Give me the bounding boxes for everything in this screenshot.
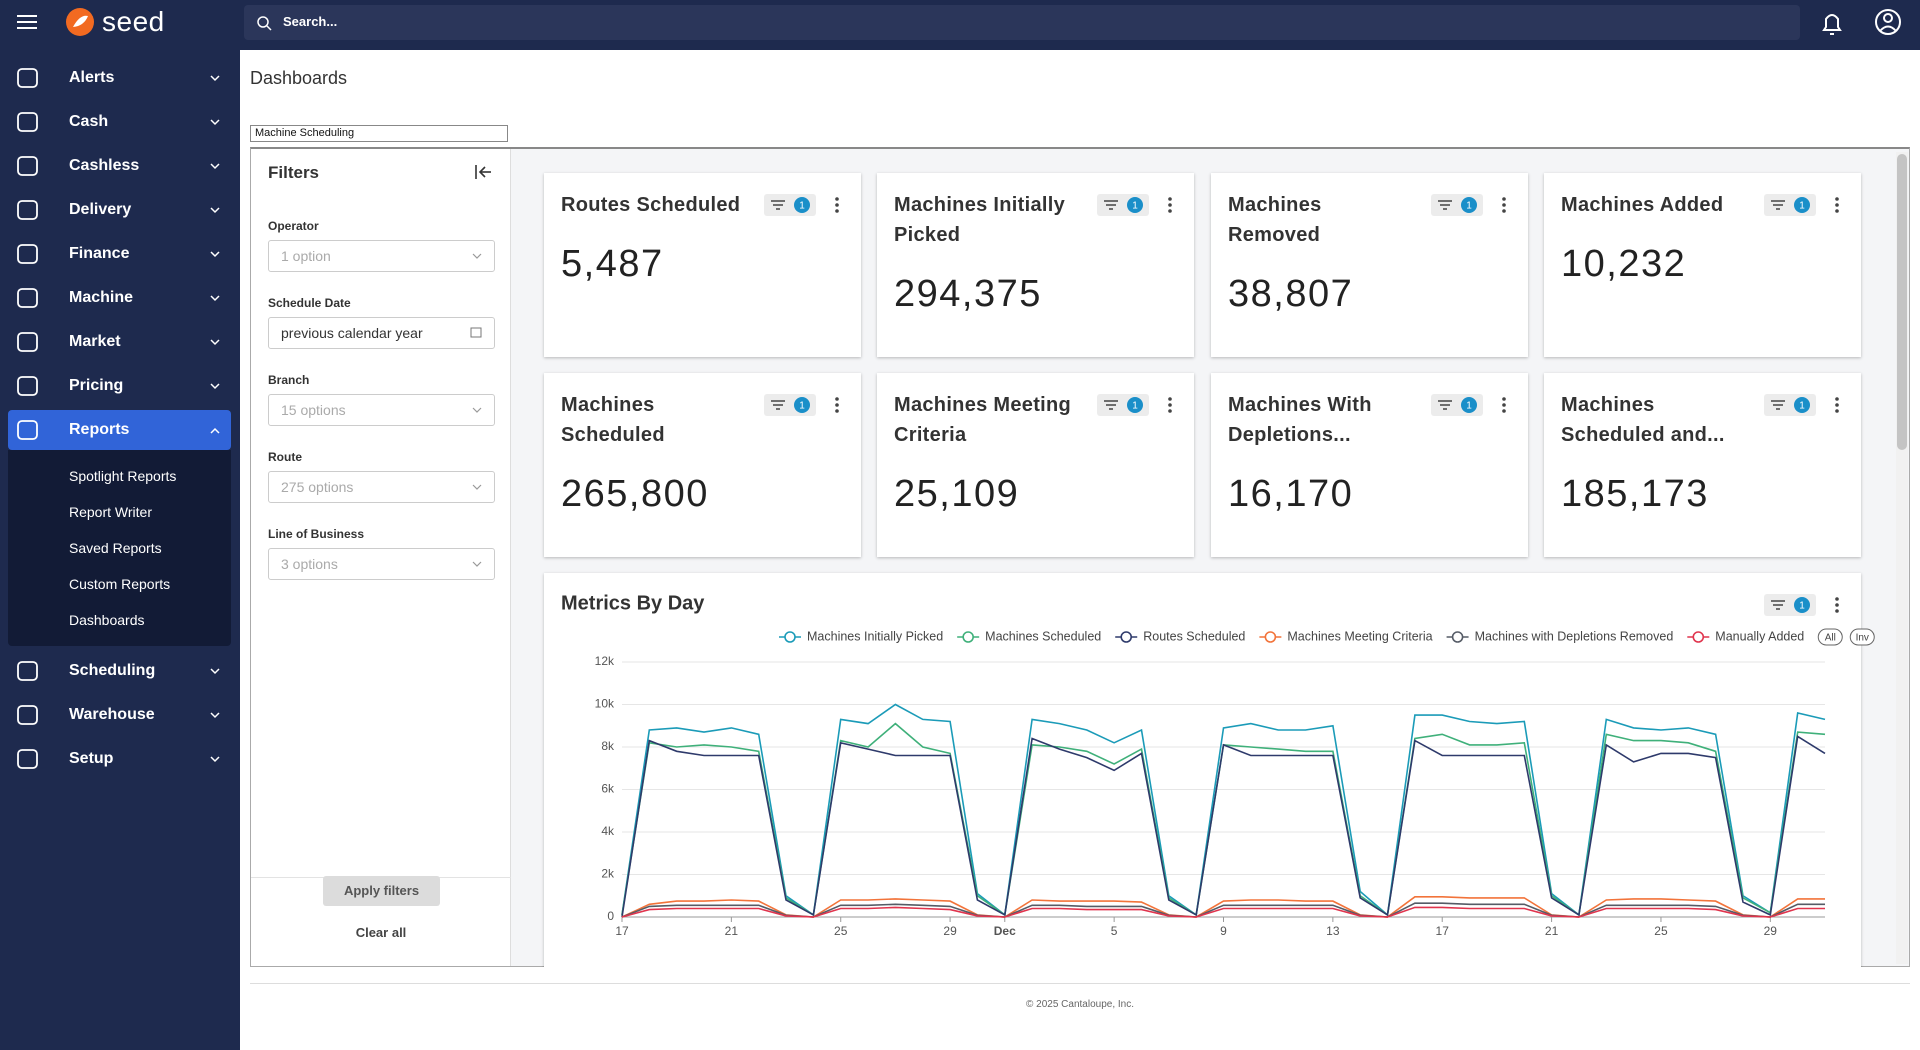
footer-divider [250,983,1910,984]
card-title: Routes Scheduled [561,194,741,216]
nav-item-label[interactable]: Warehouse [69,706,155,723]
filter-label: Route [268,450,302,464]
metric-card: Machines With Depletions... 16,170 [1211,373,1528,557]
nav-item-label[interactable]: Pricing [69,377,124,394]
metric-card: Machines Meeting Criteria 25,109 [877,373,1194,557]
metric-card: Machines Added 10,232 [1544,173,1861,357]
card-title: Machines Added [1561,194,1724,216]
card-value: 5,487 [561,243,664,285]
filter-input[interactable]: previous calendar year [268,317,495,349]
metric-card: Machines Scheduled and... 185,173 [1544,373,1861,557]
card-value: 185,173 [1561,473,1709,515]
card-title: Machines Scheduled and... [1561,394,1725,446]
metric-card: Routes Scheduled 5,487 [544,173,861,357]
panel-bottom-mask [250,967,1910,982]
nav-item-label[interactable]: Market [69,333,121,350]
nav-subitem-label[interactable]: Custom Reports [69,576,171,592]
nav-submenu-bg [8,450,231,646]
nav-item-label[interactable]: Setup [69,750,114,767]
card-value: 294,375 [894,273,1042,315]
filter-label: Branch [268,373,310,387]
metric-card: Machines Removed 38,807 [1211,173,1528,357]
card-value: 25,109 [894,473,1020,515]
nav-item-label[interactable]: Scheduling [69,662,156,679]
nav-item-label[interactable]: Reports [69,421,130,438]
metric-card: Machines Scheduled 265,800 [544,373,861,557]
filter-label: Schedule Date [268,296,351,310]
clear-all-button[interactable]: Clear all [355,925,407,940]
nav-item-label[interactable]: Cashless [69,157,140,174]
nav-item-label[interactable]: Delivery [69,201,132,218]
card-title: Machines Initially Picked [894,194,1066,246]
card-title: Machines With Depletions... [1228,394,1372,446]
nav-subitem-label[interactable]: Report Writer [69,504,152,520]
nav-item-label[interactable]: Alerts [69,69,115,86]
card-title: Machines Scheduled [561,394,665,446]
filter-input[interactable]: 1 option [268,240,495,272]
filter-input[interactable]: 275 options [268,471,495,503]
filter-input[interactable]: 15 options [268,394,495,426]
filter-label: Operator [268,219,319,233]
filters-title: Filters [268,163,320,182]
filter-label: Line of Business [268,527,365,541]
chart-card [544,573,1861,973]
card-value: 16,170 [1228,473,1354,515]
card-value: 38,807 [1228,273,1354,315]
card-title: Machines Meeting Criteria [894,394,1072,446]
scrollbar-thumb[interactable] [1897,154,1907,450]
logo-text: seed [102,6,165,37]
filter-input[interactable]: 3 options [268,548,495,580]
nav-subitem-label[interactable]: Dashboards [69,612,145,628]
dashboard-select[interactable]: Machine Scheduling [250,125,508,142]
apply-filters-button[interactable]: Apply filters [323,876,440,906]
nav-item-active-bg[interactable] [8,410,231,450]
nav-item-label[interactable]: Cash [69,113,109,130]
search-placeholder: Search... [283,14,338,29]
search-box[interactable] [244,5,1800,40]
nav-subitem-label[interactable]: Spotlight Reports [69,468,177,484]
card-value: 265,800 [561,473,709,515]
card-title: Machines Removed [1228,194,1322,246]
nav-item-label[interactable]: Machine [69,289,134,306]
metric-card: Machines Initially Picked 294,375 [877,173,1194,357]
card-value: 10,232 [1561,243,1687,285]
footer-copyright: © 2025 Cantaloupe, Inc. [1026,999,1134,1010]
nav-item-label[interactable]: Finance [69,245,130,262]
page-title: Dashboards [250,68,348,88]
nav-subitem-label[interactable]: Saved Reports [69,540,162,556]
